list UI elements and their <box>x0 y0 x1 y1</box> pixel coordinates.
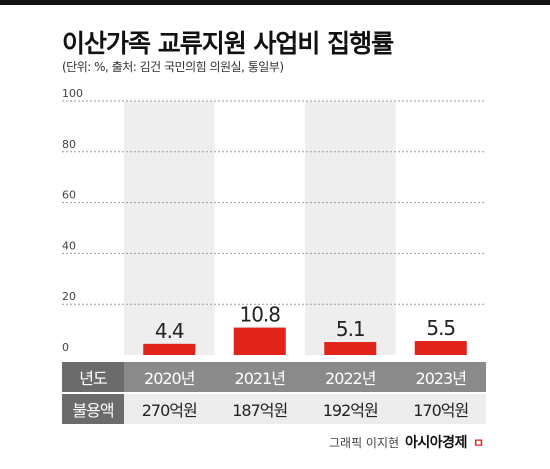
y-tick-label: 0 <box>62 341 69 354</box>
data-label: 5.1 <box>336 317 365 341</box>
chart-subtitle: (단위: %, 출처: 김건 국민의힘 의원실, 통일부) <box>62 60 284 74</box>
bar <box>414 341 467 355</box>
unspent-row: 불용액 270억원 187억원 192억원 170억원 <box>62 394 486 424</box>
data-label: 5.5 <box>426 316 455 340</box>
year-cell: 2023년 <box>415 369 467 388</box>
graphic-credit: 그래픽 이지현 <box>328 436 400 450</box>
y-tick-label: 20 <box>62 290 76 303</box>
y-tick-label: 60 <box>62 189 76 202</box>
y-tick-label: 100 <box>62 87 83 100</box>
publisher-mark: ㅁ <box>472 436 484 450</box>
unspent-cell: 270억원 <box>141 401 198 420</box>
year-cell: 2022년 <box>325 369 376 388</box>
year-cell: 2021년 <box>234 369 286 388</box>
chart-title: 이산가족 교류지원 사업비 집행률 <box>62 29 394 58</box>
column-band <box>305 101 396 355</box>
column-band <box>124 101 215 355</box>
bar <box>233 327 286 355</box>
unspent-row-header: 불용액 <box>62 394 124 424</box>
y-tick-label: 80 <box>62 138 76 151</box>
year-row-header: 년도 <box>62 362 124 392</box>
publisher-logo: 아시아경제 <box>405 435 467 451</box>
top-rule <box>0 0 550 5</box>
data-label: 4.4 <box>155 319 184 343</box>
unspent-cell: 170억원 <box>413 401 469 420</box>
unspent-cell: 187억원 <box>232 401 288 420</box>
bar <box>324 342 377 355</box>
y-tick-label: 40 <box>62 239 76 252</box>
data-label: 10.8 <box>239 303 280 327</box>
credit-line: 그래픽 이지현 아시아경제 ㅁ <box>329 432 484 452</box>
unspent-cell: 192억원 <box>322 401 379 420</box>
year-row: 년도 2020년 2021년 2022년 2023년 <box>62 362 486 392</box>
bar <box>143 343 196 355</box>
year-cell: 2020년 <box>144 369 195 388</box>
